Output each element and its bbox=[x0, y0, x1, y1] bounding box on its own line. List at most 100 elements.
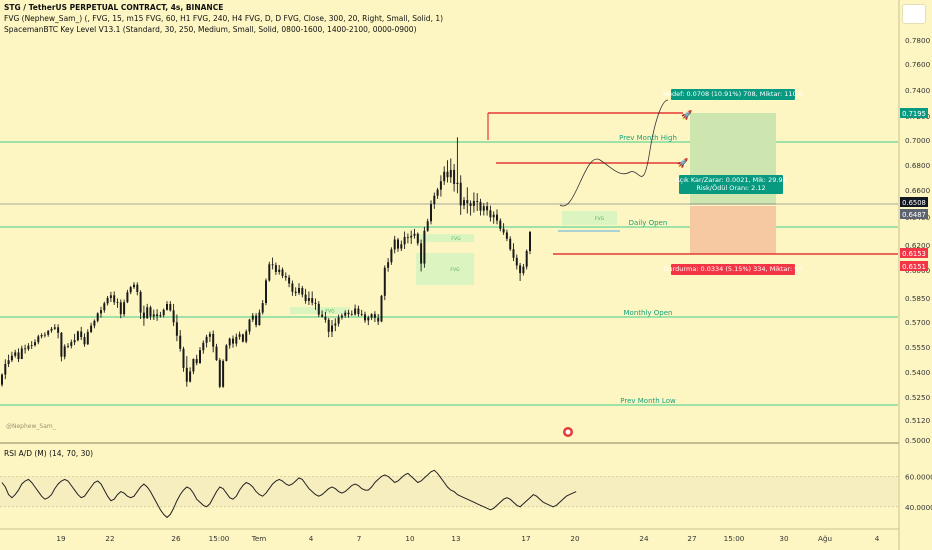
candle-body bbox=[278, 269, 281, 272]
time-tick-label: 15:00 bbox=[724, 534, 745, 543]
candle-body bbox=[522, 266, 525, 274]
candle-body bbox=[456, 182, 459, 184]
time-tick-label: 22 bbox=[105, 534, 114, 543]
candle-body bbox=[426, 221, 429, 231]
candle-body bbox=[123, 302, 126, 315]
candle-body bbox=[410, 235, 413, 238]
candle-body bbox=[324, 316, 327, 320]
candle-body bbox=[331, 325, 333, 332]
fvg-indicator-legend[interactable]: FVG (Nephew_Sam_) (, FVG, 15, m15 FVG, 6… bbox=[4, 14, 444, 23]
position-info-label bbox=[679, 175, 783, 194]
candle-body bbox=[235, 336, 238, 344]
candle-body bbox=[383, 267, 386, 296]
rsi-legend[interactable]: RSI A/D (M) (14, 70, 30) bbox=[4, 449, 94, 458]
candle-body bbox=[291, 283, 294, 292]
candle-body bbox=[482, 206, 485, 211]
candle-body bbox=[172, 310, 175, 323]
candle-body bbox=[47, 330, 50, 335]
time-tick-label: Ağu bbox=[818, 534, 832, 543]
price-tick-label: 0.7800 bbox=[905, 36, 931, 45]
candle-body bbox=[14, 352, 17, 356]
candle-body bbox=[57, 327, 60, 333]
candle-body bbox=[261, 303, 264, 313]
time-tick-label: 27 bbox=[687, 534, 696, 543]
target-label-text: Hedef: 0.0708 (10.91%) 708, Miktar: 110.… bbox=[663, 90, 803, 98]
chart-settings-icon[interactable] bbox=[902, 4, 926, 24]
candle-body bbox=[423, 230, 426, 264]
candle-body bbox=[271, 264, 274, 266]
price-tick-label: 0.5850 bbox=[905, 294, 931, 303]
candle-body bbox=[30, 345, 33, 347]
candle-body bbox=[245, 331, 248, 342]
candle-body bbox=[476, 200, 479, 202]
candle-body bbox=[420, 243, 423, 264]
candle-body bbox=[397, 239, 399, 249]
key-level-label: Monthly Open bbox=[624, 309, 673, 317]
candle-body bbox=[212, 333, 215, 347]
forecast-path bbox=[559, 99, 669, 207]
candle-body bbox=[205, 336, 208, 343]
price-badge bbox=[900, 108, 928, 118]
candle-body bbox=[496, 214, 498, 221]
price-tick-label: 0.7000 bbox=[905, 136, 931, 145]
keylevel-indicator-legend[interactable]: SpacemanBTC Key Level V13.1 (Standard, 3… bbox=[4, 25, 417, 34]
candle-body bbox=[515, 257, 518, 266]
candle-body bbox=[43, 334, 46, 336]
time-tick-label: 17 bbox=[521, 534, 530, 543]
rsi-line bbox=[1, 469, 577, 519]
candle-body bbox=[109, 295, 112, 298]
candle-body bbox=[73, 340, 76, 343]
candle-body bbox=[255, 315, 258, 326]
candle-body bbox=[238, 334, 241, 337]
fvg-label: FVG bbox=[450, 267, 460, 273]
candle-body bbox=[218, 360, 221, 387]
candle-body bbox=[195, 359, 198, 364]
time-tick-label: 13 bbox=[451, 534, 460, 543]
candle-body bbox=[433, 195, 436, 204]
candle-body bbox=[7, 360, 10, 364]
candle-body bbox=[222, 360, 225, 387]
candle-body bbox=[387, 262, 390, 268]
price-badge bbox=[900, 197, 928, 207]
key-level-label: Daily Open bbox=[629, 219, 668, 227]
rocket-icon: 🚀 bbox=[677, 157, 688, 169]
candle-body bbox=[340, 315, 343, 318]
candle-body bbox=[179, 335, 182, 349]
candle-body bbox=[159, 315, 162, 317]
key-level-label: Prev Month Low bbox=[620, 397, 676, 405]
candle-body bbox=[76, 331, 79, 341]
candle-body bbox=[317, 303, 320, 315]
target-label bbox=[671, 89, 795, 100]
candle-body bbox=[208, 333, 211, 337]
candle-body bbox=[40, 335, 43, 337]
candle-body bbox=[354, 308, 357, 315]
candle-body bbox=[307, 298, 310, 301]
candle-body bbox=[525, 251, 528, 267]
candle-body bbox=[446, 171, 449, 178]
candle-body bbox=[334, 323, 337, 326]
stop-label bbox=[671, 264, 795, 275]
candle-body bbox=[486, 206, 489, 211]
price-badge-text: 0.7195 bbox=[902, 110, 926, 118]
candle-body bbox=[529, 232, 531, 252]
candle-body bbox=[162, 309, 165, 316]
time-tick-label: 4 bbox=[875, 534, 880, 543]
candle-body bbox=[499, 220, 502, 229]
candle-body bbox=[284, 276, 287, 278]
candle-body bbox=[357, 308, 360, 315]
candle-body bbox=[466, 200, 469, 204]
time-tick-label: 4 bbox=[309, 534, 314, 543]
candle-body bbox=[80, 331, 83, 338]
rsi-band bbox=[0, 476, 898, 507]
time-tick-label: 26 bbox=[171, 534, 181, 543]
candle-body bbox=[90, 325, 93, 332]
candle-body bbox=[314, 302, 317, 304]
time-tick-label: Tem bbox=[251, 534, 267, 543]
candle-body bbox=[93, 320, 96, 326]
candle-body bbox=[459, 182, 462, 206]
price-tick-label: 0.6800 bbox=[905, 161, 931, 170]
candle-body bbox=[294, 291, 297, 293]
time-tick-label: 15:00 bbox=[209, 534, 230, 543]
price-tick-label: 0.6200 bbox=[905, 241, 931, 250]
